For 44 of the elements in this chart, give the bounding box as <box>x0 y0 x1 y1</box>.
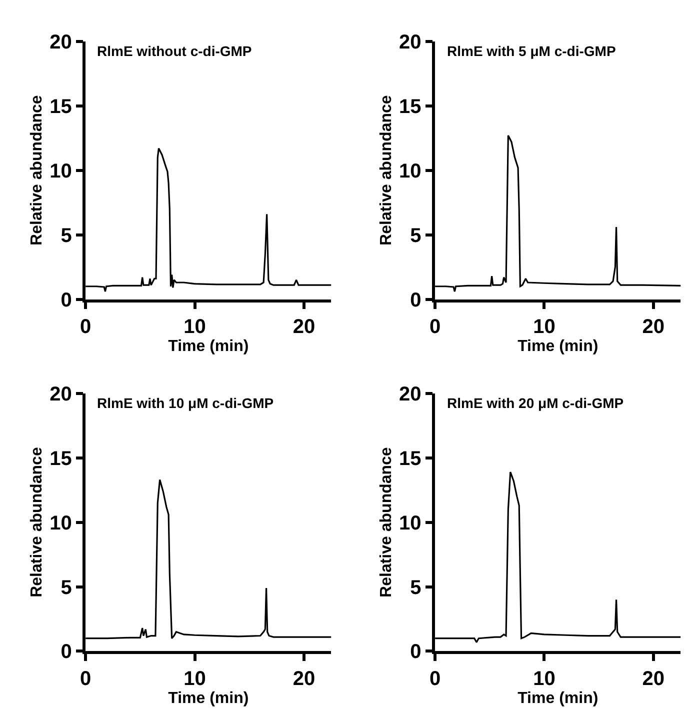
x-tick-label: 10 <box>533 668 556 690</box>
x-tick-label: 10 <box>184 668 206 690</box>
y-axis-title: Relative abundance <box>378 447 395 598</box>
y-tick-label: 15 <box>399 448 422 470</box>
x-axis-title: Time (min) <box>518 690 598 707</box>
y-tick-label: 10 <box>399 512 422 534</box>
x-axis-title: Time (min) <box>518 338 598 356</box>
y-tick-label: 20 <box>399 383 422 406</box>
x-tick-label: 0 <box>80 668 92 690</box>
y-tick-label: 0 <box>410 289 422 312</box>
y-tick-label: 0 <box>60 289 72 312</box>
x-tick-label: 0 <box>429 668 441 690</box>
y-tick-label: 10 <box>399 160 422 182</box>
x-axis-title: Time (min) <box>168 338 249 356</box>
y-tick-label: 0 <box>410 641 422 664</box>
x-tick-label: 20 <box>642 668 665 690</box>
y-axis-title: Relative abundance <box>28 447 46 598</box>
chart-title: RlmE without c-di-GMP <box>97 43 252 59</box>
y-tick-label: 5 <box>60 224 72 247</box>
y-tick-label: 15 <box>50 96 72 118</box>
x-tick-label: 20 <box>292 668 316 690</box>
x-tick-label: 20 <box>642 316 665 338</box>
chart-title: RlmE with 5 μM c-di-GMP <box>447 43 616 59</box>
y-tick-label: 20 <box>50 383 72 406</box>
y-tick-label: 15 <box>50 448 72 470</box>
y-axis-title: Relative abundance <box>378 95 395 246</box>
y-tick-label: 0 <box>60 641 72 664</box>
x-tick-label: 20 <box>292 316 316 338</box>
y-tick-label: 20 <box>50 31 72 54</box>
y-tick-label: 5 <box>410 576 422 599</box>
chart-title: RlmE with 20 μM c-di-GMP <box>447 395 624 411</box>
y-tick-label: 10 <box>50 160 72 182</box>
y-tick-label: 5 <box>60 576 72 599</box>
y-tick-label: 5 <box>410 224 422 247</box>
x-tick-label: 10 <box>533 316 556 338</box>
y-tick-label: 10 <box>50 512 72 534</box>
y-tick-label: 15 <box>399 96 422 118</box>
chart-title: RlmE with 10 μM c-di-GMP <box>97 395 274 411</box>
x-tick-label: 0 <box>80 316 92 338</box>
x-tick-label: 10 <box>184 316 206 338</box>
y-tick-label: 20 <box>399 31 422 54</box>
x-tick-label: 0 <box>429 316 441 338</box>
x-axis-title: Time (min) <box>168 690 249 707</box>
y-axis-title: Relative abundance <box>28 95 46 246</box>
